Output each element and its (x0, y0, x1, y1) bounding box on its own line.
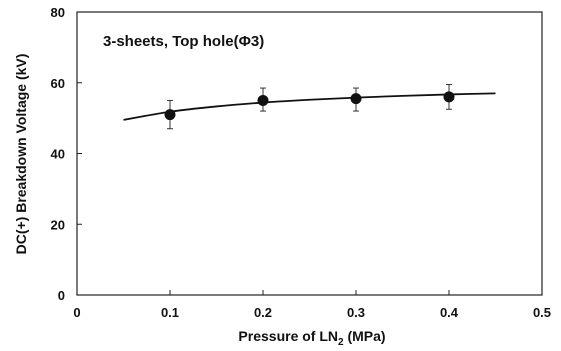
chart-annotation: 3-sheets, Top hole(Φ3) (103, 33, 264, 50)
y-tick-label: 0 (58, 288, 65, 303)
x-axis-title-subscript: 2 (338, 337, 344, 348)
y-tick-label: 20 (51, 217, 65, 232)
y-tick-label: 80 (51, 5, 65, 20)
plot-area (76, 11, 543, 296)
x-tick-label: 0.4 (440, 305, 459, 320)
data-point (443, 91, 455, 103)
x-tick-label: 0 (73, 305, 80, 320)
x-tick-label: 0.1 (161, 305, 179, 320)
x-axis-title: Pressure of LN2 (MPa) (238, 328, 385, 348)
trend-line (123, 92, 496, 121)
x-tick-label: 0.5 (533, 305, 551, 320)
y-tick-label: 60 (51, 76, 65, 91)
y-tick-label: 40 (51, 147, 65, 162)
data-point (257, 94, 269, 106)
y-axis-title: DC(+) Breakdown Voltage (kV) (13, 54, 29, 255)
data-points (164, 84, 455, 130)
data-point (350, 93, 362, 105)
x-axis-ticks: 0 0.1 0.2 0.3 0.4 0.5 (73, 290, 551, 320)
data-point (164, 109, 176, 121)
y-axis-ticks: 0 20 40 60 80 (51, 5, 82, 303)
x-tick-label: 0.3 (347, 305, 365, 320)
x-tick-label: 0.2 (254, 305, 272, 320)
